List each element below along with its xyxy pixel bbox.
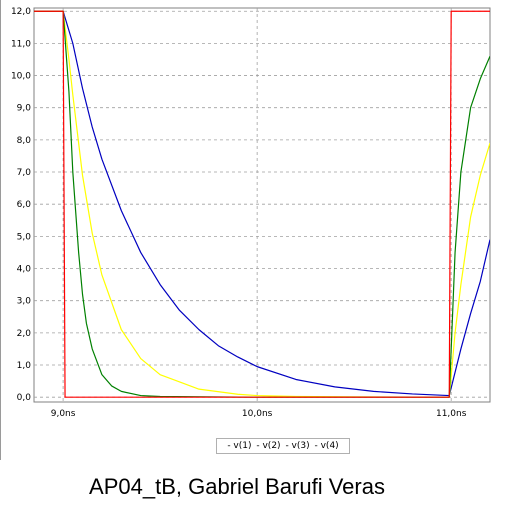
x-tick-label: 11,0ns — [436, 409, 467, 419]
y-tick-label: 0,0 — [17, 393, 32, 403]
y-tick-label: 6,0 — [17, 200, 32, 210]
y-tick-label: 1,0 — [17, 361, 32, 371]
y-tick-label: 9,0 — [17, 104, 32, 114]
plot-area — [33, 7, 491, 403]
figure-caption: AP04_tB, Gabriel Barufi Veras — [89, 474, 385, 499]
legend: - v(1) - v(2) - v(3) - v(4) — [216, 438, 350, 454]
y-tick-label: 7,0 — [17, 168, 32, 178]
series-line-v3 — [34, 10, 490, 398]
y-tick-label: 12,0 — [11, 7, 31, 17]
y-tick-label: 2,0 — [17, 329, 32, 339]
y-tick-label: 10,0 — [11, 72, 31, 82]
series-line-v2 — [34, 10, 490, 398]
legend-entry-v2: - v(2) — [256, 441, 281, 451]
y-tick-label: 4,0 — [17, 265, 32, 275]
legend-entry-v1: - v(1) — [227, 441, 252, 451]
series-line-v1 — [34, 10, 490, 398]
y-tick-label: 5,0 — [17, 232, 32, 242]
x-tick-label: 10,0ns — [242, 409, 273, 419]
y-tick-label: 11,0 — [11, 39, 31, 49]
y-tick-label: 8,0 — [17, 136, 32, 146]
legend-entry-v3: - v(3) — [285, 441, 310, 451]
legend-entry-v4: - v(4) — [314, 441, 339, 451]
y-tick-label: 3,0 — [17, 297, 32, 307]
x-tick-label: 9,0ns — [51, 409, 76, 419]
series-line-v4 — [34, 10, 490, 397]
